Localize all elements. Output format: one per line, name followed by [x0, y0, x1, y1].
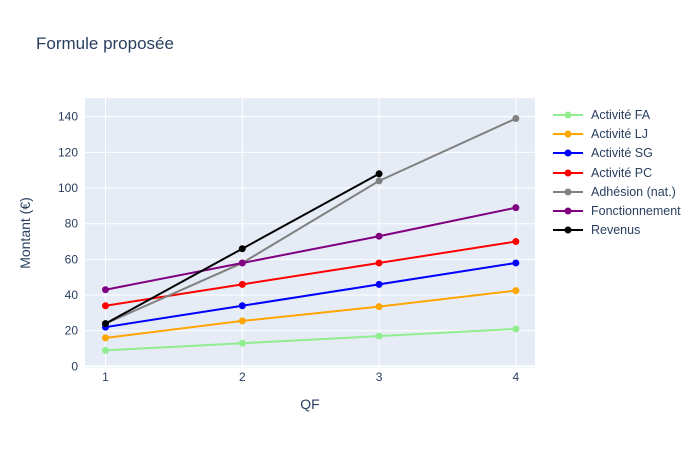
y-axis-title: Montant (€) [17, 197, 33, 269]
y-tick-label: 40 [65, 288, 79, 302]
series-line [105, 240, 517, 307]
data-point-marker[interactable] [375, 332, 383, 340]
data-point-marker[interactable] [102, 334, 110, 342]
data-point-marker[interactable] [512, 325, 520, 333]
data-point-marker[interactable] [375, 259, 383, 267]
legend-label: Fonctionnement [591, 204, 681, 219]
legend-item[interactable]: Activité LJ [553, 124, 681, 143]
y-tick-label: 20 [65, 324, 79, 338]
y-tick-label: 140 [58, 110, 78, 124]
data-point-marker[interactable] [512, 287, 520, 295]
data-point-marker[interactable] [375, 280, 383, 288]
data-point-marker[interactable] [102, 286, 110, 294]
y-tick-label: 100 [58, 181, 78, 195]
x-tick-label: 2 [239, 370, 246, 384]
data-point-marker[interactable] [238, 339, 246, 347]
data-point-marker[interactable] [238, 259, 246, 267]
series-line [105, 117, 517, 325]
legend-line-sample-icon [553, 226, 583, 234]
data-point-marker[interactable] [238, 280, 246, 288]
legend-line-sample-icon [553, 169, 583, 177]
legend-line-sample-icon [553, 207, 583, 215]
data-point-marker[interactable] [375, 303, 383, 311]
legend-label: Activité PC [591, 165, 653, 180]
data-point-marker[interactable] [102, 302, 110, 310]
legend-label: Adhésion (nat.) [591, 184, 676, 199]
plot-area [85, 98, 535, 368]
data-point-marker[interactable] [512, 204, 520, 212]
legend-item[interactable]: Adhésion (nat.) [553, 182, 681, 201]
data-point-marker[interactable] [102, 346, 110, 354]
series-line [105, 261, 517, 329]
data-point-marker[interactable] [512, 238, 520, 246]
data-point-marker[interactable] [238, 245, 246, 253]
data-point-marker[interactable] [375, 170, 383, 178]
legend-item[interactable]: Activité PC [553, 163, 681, 182]
data-point-marker[interactable] [375, 177, 383, 185]
y-tick-label: 0 [71, 359, 78, 373]
series-line [105, 206, 517, 291]
y-tick-label: 80 [65, 217, 79, 231]
legend-label: Revenus [591, 223, 641, 238]
legend-label: Activité FA [591, 107, 651, 122]
y-tick-label: 120 [58, 145, 78, 159]
legend-line-sample-icon [553, 149, 583, 157]
series-line [105, 327, 516, 352]
y-tick-label: 60 [65, 252, 79, 266]
legend: Activité FA Activité LJ Activité SG Activit… [553, 105, 681, 240]
legend-item[interactable]: Activité FA [553, 105, 681, 124]
legend-line-sample-icon [553, 111, 583, 119]
legend-label: Activité SG [591, 146, 653, 161]
data-point-marker[interactable] [102, 320, 110, 328]
x-tick-label: 3 [376, 370, 383, 384]
legend-item[interactable]: Fonctionnement [553, 201, 681, 220]
data-point-marker[interactable] [238, 317, 246, 325]
data-point-marker[interactable] [512, 115, 520, 123]
legend-item[interactable]: Activité SG [553, 144, 681, 163]
data-point-marker[interactable] [238, 302, 246, 310]
data-point-marker[interactable] [512, 259, 520, 267]
legend-line-sample-icon [553, 130, 583, 138]
x-tick-label: 1 [102, 370, 109, 384]
chart-title: Formule proposée [36, 34, 174, 53]
data-point-marker[interactable] [375, 232, 383, 240]
legend-line-sample-icon [553, 188, 583, 196]
legend-label: Activité LJ [591, 126, 648, 141]
x-axis-title: QF [300, 396, 319, 412]
series-line [105, 289, 516, 339]
legend-item[interactable]: Revenus [553, 221, 681, 240]
x-tick-label: 4 [513, 370, 520, 384]
